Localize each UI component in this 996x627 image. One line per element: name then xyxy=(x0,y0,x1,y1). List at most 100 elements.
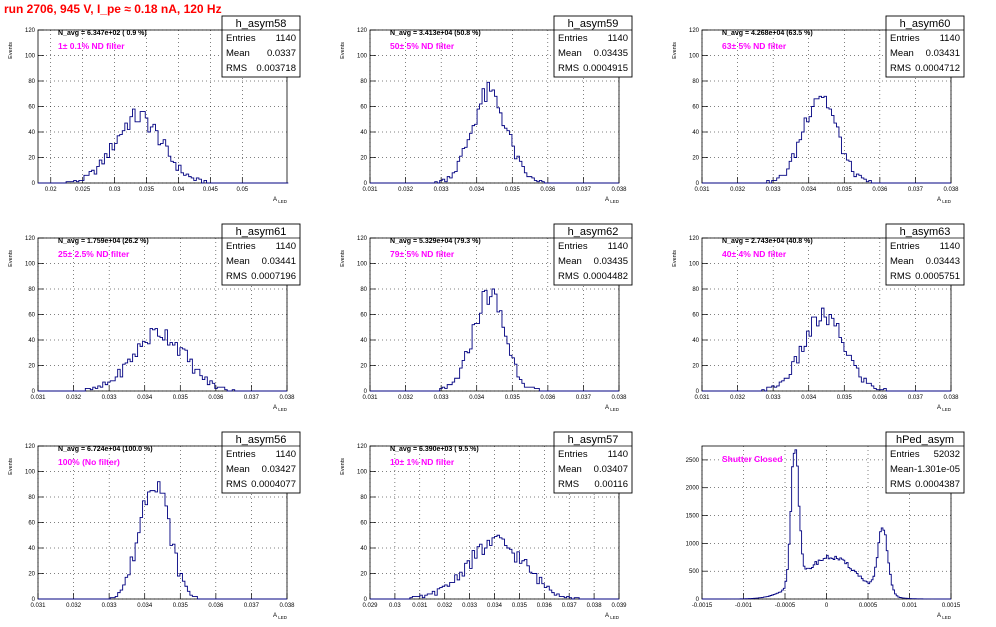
y-tick-label: 60 xyxy=(360,105,367,111)
x-tick-label: 0.032 xyxy=(730,395,746,401)
stats-box xyxy=(553,431,633,494)
x-tick-label: 0.02 xyxy=(45,187,57,193)
stats-value: 0.00116 xyxy=(594,479,628,490)
x-tick-label: 0.038 xyxy=(279,603,295,609)
stats-key: RMS xyxy=(226,271,247,282)
x-tick-label: 0.032 xyxy=(66,395,82,401)
y-axis-title: Events xyxy=(8,458,14,475)
x-tick-label: 0.034 xyxy=(487,603,503,609)
histogram-chart: 0.031 0.032 0.033 0.034 0.035 0.036 0.037 0.038… xyxy=(340,15,633,204)
histogram-series xyxy=(702,95,951,184)
x-tick-label: 0.0015 xyxy=(942,603,961,609)
y-tick-label: 20 xyxy=(28,364,35,370)
x-tick-label: 0.031 xyxy=(694,187,710,193)
stats-value: 0.03441 xyxy=(262,256,296,267)
histogram-chart: 0.02 0.025 0.03 0.035 0.04 0.045 0.05 0 20 40 60 80… xyxy=(8,15,301,204)
stats-value: 0.03407 xyxy=(594,464,628,475)
x-tick-label: -0.0015 xyxy=(692,603,713,609)
stats-value: 1140 xyxy=(276,449,296,460)
stats-key: Mean xyxy=(226,256,250,267)
y-tick-label: 0 xyxy=(32,389,36,395)
stats-box xyxy=(221,431,301,494)
y-tick-label: 0 xyxy=(32,597,36,603)
stats-value: 0.0005751 xyxy=(915,271,960,282)
y-tick-label: 120 xyxy=(25,444,36,450)
x-tick-label: 0.04 xyxy=(173,187,185,193)
y-tick-label: 20 xyxy=(28,572,35,578)
stats-key: RMS xyxy=(890,271,911,282)
stats-key: Entries xyxy=(890,33,920,44)
y-tick-label: 0 xyxy=(696,181,700,187)
x-tick-label: 0.036 xyxy=(872,187,888,193)
filter-label: 10± 1% ND filter xyxy=(390,457,455,467)
histogram-panel-h_asym59: 0.031 0.032 0.033 0.034 0.035 0.036 0.037 0.038… xyxy=(332,14,662,211)
y-tick-label: 100 xyxy=(689,54,700,60)
filter-label: 63± 5% ND filter xyxy=(722,41,787,51)
stats-key: RMS xyxy=(558,63,579,74)
x-axis-title: A LED xyxy=(937,613,952,620)
x-tick-label: 0.032 xyxy=(437,603,453,609)
x-tick-label: 0 xyxy=(825,603,829,609)
page-title: run 2706, 945 V, I_pe ≈ 0.18 nA, 120 Hz xyxy=(4,2,222,16)
y-tick-label: 0 xyxy=(364,181,368,187)
histogram-panel-h_asym61: 0.031 0.032 0.033 0.034 0.035 0.036 0.037 0.038… xyxy=(0,222,330,419)
x-tick-label: 0.036 xyxy=(537,603,553,609)
y-tick-label: 100 xyxy=(25,262,36,268)
stats-key: Mean xyxy=(890,256,914,267)
stats-key: Mean xyxy=(558,48,582,59)
x-axis-title-main: A xyxy=(273,613,277,619)
histogram-panel-h_asym63: 0.031 0.032 0.033 0.034 0.035 0.036 0.037 0.038… xyxy=(664,222,994,419)
y-axis-title: Events xyxy=(8,250,14,267)
x-axis-title-sub: LED xyxy=(277,615,288,620)
x-tick-label: 0.032 xyxy=(398,187,414,193)
x-tick-label: 0.037 xyxy=(244,395,260,401)
navg-label: N_avg = 5.329e+04 (79.3 %) xyxy=(390,238,481,245)
y-tick-label: 120 xyxy=(25,28,36,34)
x-tick-label: 0.034 xyxy=(469,395,485,401)
stats-key: RMS xyxy=(890,63,911,74)
stats-box xyxy=(885,431,965,494)
stats-value: 0.0004387 xyxy=(915,479,960,490)
stats-box xyxy=(221,15,301,78)
x-tick-label: 0.045 xyxy=(203,187,219,193)
stats-key: RMS xyxy=(226,479,247,490)
y-tick-label: 40 xyxy=(28,338,35,344)
histogram-panel-h_asym56: 0.031 0.032 0.033 0.034 0.035 0.036 0.037 0.038… xyxy=(0,430,330,627)
x-tick-label: 0.035 xyxy=(505,395,521,401)
stats-key: Entries xyxy=(890,449,920,460)
stats-value: 0.003718 xyxy=(256,63,296,74)
x-axis-title-sub: LED xyxy=(941,199,952,204)
x-tick-label: 0.033 xyxy=(102,603,118,609)
filter-label: 1± 0.1% ND filter xyxy=(58,41,125,51)
stats-key: Entries xyxy=(558,241,588,252)
y-tick-label: 1000 xyxy=(686,541,700,547)
y-tick-label: 60 xyxy=(360,521,367,527)
histogram-chart: 0.031 0.032 0.033 0.034 0.035 0.036 0.037 0.038… xyxy=(672,15,965,204)
x-tick-label: 0.038 xyxy=(587,603,603,609)
stats-title: h_asym61 xyxy=(236,226,287,238)
stats-key: Mean xyxy=(890,48,914,59)
x-tick-label: 0.034 xyxy=(801,187,817,193)
x-tick-label: 0.032 xyxy=(730,187,746,193)
x-tick-label: 0.039 xyxy=(611,603,627,609)
histogram-panel-h_asym58: 0.02 0.025 0.03 0.035 0.04 0.045 0.05 0 20 40 60 80… xyxy=(0,14,330,211)
x-axis-title-sub: LED xyxy=(941,407,952,412)
x-tick-label: 0.031 xyxy=(362,187,378,193)
stats-title: h_asym60 xyxy=(900,18,951,30)
stats-title: h_asym56 xyxy=(236,434,287,446)
filter-label: 40± 4% ND filter xyxy=(722,249,787,259)
navg-label: N_avg = 3.413e+04 (50.8 %) xyxy=(390,30,481,37)
y-tick-label: 20 xyxy=(692,364,699,370)
stats-title: h_asym57 xyxy=(568,434,619,446)
y-tick-label: 0 xyxy=(364,389,368,395)
y-tick-label: 20 xyxy=(360,156,367,162)
x-tick-label: 0.031 xyxy=(30,603,46,609)
navg-label: N_avg = 1.759e+04 (26.2 %) xyxy=(58,238,149,245)
stats-box xyxy=(553,223,633,286)
y-tick-label: 20 xyxy=(360,572,367,578)
histogram-panel-hPed_asym: -0.0015 -0.001 -0.0005 0 0.0005 0.001 0.0015 0 5… xyxy=(664,430,994,627)
x-axis-title-sub: LED xyxy=(609,407,620,412)
filter-label: 50± 5% ND filter xyxy=(390,41,455,51)
y-tick-label: 80 xyxy=(692,287,699,293)
x-axis-title-main: A xyxy=(273,405,277,411)
